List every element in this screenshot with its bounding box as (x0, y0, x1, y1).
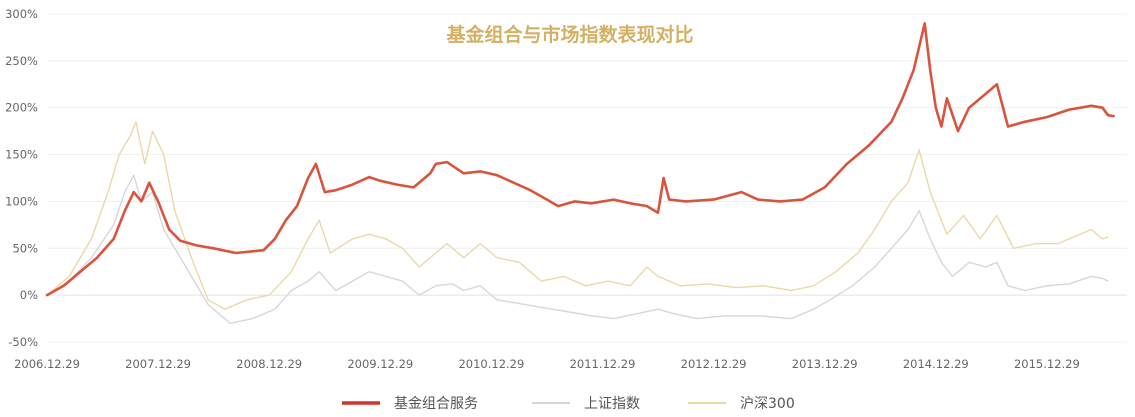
x-tick-label: 2014.12.29 (903, 357, 969, 371)
y-tick-label: 0% (20, 288, 38, 302)
series-line (45, 22, 1115, 297)
x-tick-label: 2009.12.29 (347, 357, 413, 371)
x-tick-label: 2013.12.29 (792, 357, 858, 371)
chart-title: 基金组合与市场指数表现对比 (445, 23, 693, 46)
y-tick-label: 50% (12, 241, 38, 255)
series-line (46, 174, 1109, 324)
series-line (46, 121, 1109, 310)
x-tick-label: 2010.12.29 (458, 357, 524, 371)
y-tick-label: 100% (5, 194, 38, 208)
y-tick-label: 200% (5, 101, 38, 115)
legend: 基金组合服务 上证指数 沪深300 (342, 395, 795, 412)
x-tick-label: 2012.12.29 (681, 357, 747, 371)
x-tick-label: 2015.12.29 (1014, 357, 1080, 371)
x-tick-label: 2006.12.29 (14, 357, 80, 371)
gridlines (47, 13, 1127, 343)
y-tick-label: 250% (5, 54, 38, 68)
legend-label: 沪深300 (740, 396, 795, 412)
x-tick-label: 2007.12.29 (125, 357, 191, 371)
y-tick-label: 300% (5, 7, 38, 21)
x-axis-ticks: 2006.12.29 2007.12.29 2008.12.29 2009.12.29… (14, 357, 1080, 371)
legend-label: 基金组合服务 (394, 395, 478, 412)
y-tick-label: 150% (5, 148, 38, 162)
series-lines (45, 22, 1115, 324)
x-tick-label: 2008.12.29 (236, 357, 302, 371)
y-axis-ticks: -50% 0% 50% 100% 150% 200% 250% 300% (5, 7, 38, 349)
legend-label: 上证指数 (584, 396, 640, 412)
x-tick-label: 2011.12.29 (570, 357, 636, 371)
y-tick-label: -50% (8, 335, 38, 349)
